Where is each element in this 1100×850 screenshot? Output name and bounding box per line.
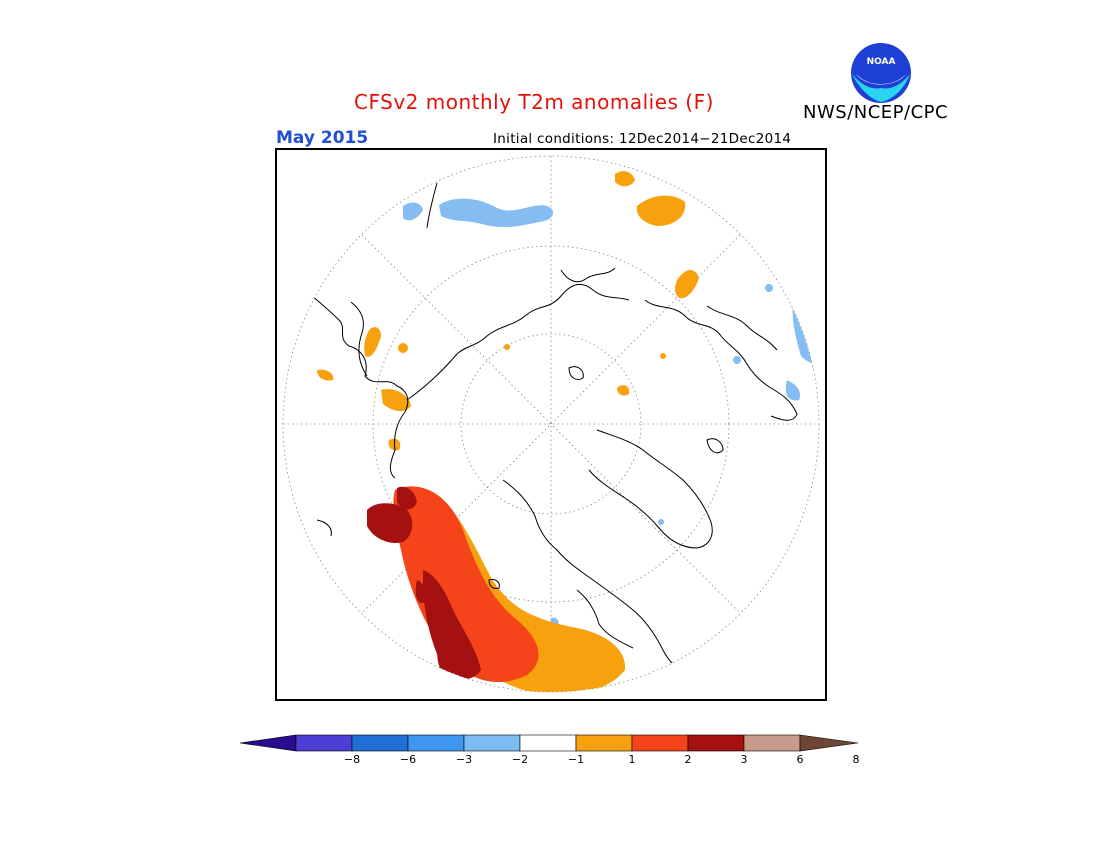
- noaa-logo-icon: NOAA: [851, 43, 911, 103]
- legend-tick-label: −2: [512, 753, 528, 766]
- coastlines: [304, 182, 798, 675]
- polar-map: [282, 155, 820, 693]
- legend-swatches: [239, 734, 859, 752]
- graticule: [282, 155, 820, 693]
- legend-swatch: [519, 734, 577, 752]
- legend-swatch-max-arrow: [799, 734, 859, 752]
- map-panel: [275, 148, 827, 701]
- legend-swatch: [631, 734, 689, 752]
- legend-swatch: [351, 734, 409, 752]
- legend-tick-label: −3: [456, 753, 472, 766]
- color-legend: −8 −6 −3 −2 −1 1 2 3 6 8: [239, 734, 860, 766]
- legend-tick-label: 1: [629, 753, 636, 766]
- legend-tick-label: −6: [400, 753, 416, 766]
- legend-swatch: [407, 734, 465, 752]
- legend-ticks: −8 −6 −3 −2 −1 1 2 3 6 8: [344, 753, 860, 766]
- warm-anomaly-2-3: [393, 486, 539, 683]
- legend-swatch: [295, 734, 353, 752]
- legend-tick-label: −8: [344, 753, 360, 766]
- agency-label: NWS/NCEP/CPC: [803, 102, 949, 123]
- initial-conditions-label: Initial conditions: 12Dec2014−21Dec2014: [493, 131, 792, 147]
- legend-tick-label: 8: [853, 753, 860, 766]
- legend-tick-label: −1: [568, 753, 584, 766]
- warm-anomaly-3-6: [367, 486, 481, 679]
- legend-tick-label: 3: [741, 753, 748, 766]
- map-title: CFSv2 monthly T2m anomalies (F): [354, 90, 714, 114]
- legend-swatch: [687, 734, 745, 752]
- legend-swatch-min-arrow: [239, 734, 297, 752]
- legend-swatch: [463, 734, 521, 752]
- forecast-month: May 2015: [276, 128, 369, 148]
- legend-tick-label: 6: [797, 753, 804, 766]
- legend-swatch: [575, 734, 633, 752]
- logo-text: NOAA: [867, 57, 896, 67]
- legend-tick-label: 2: [685, 753, 692, 766]
- legend-swatch: [743, 734, 801, 752]
